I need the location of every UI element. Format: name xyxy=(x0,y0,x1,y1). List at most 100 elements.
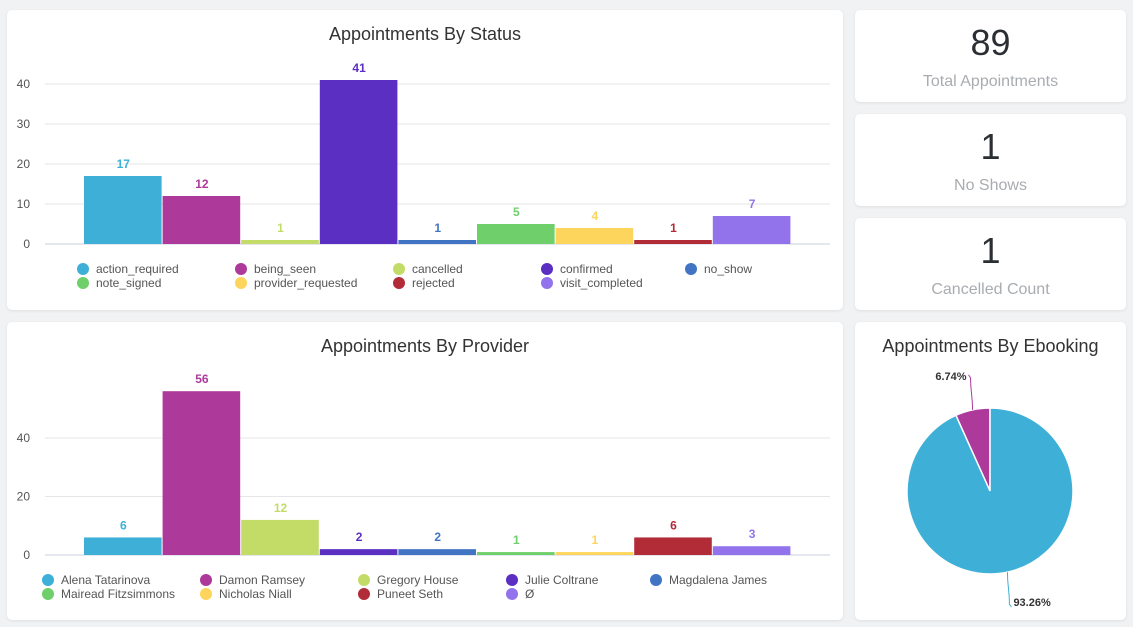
legend-swatch-icon xyxy=(358,574,370,586)
legend-label: Alena Tatarinova xyxy=(61,573,151,587)
pie-slice-label: 93.26% xyxy=(1013,597,1051,609)
provider-chart-card: Appointments By Provider xyxy=(7,322,843,620)
kpi-value: 1 xyxy=(980,230,1001,271)
bar-puneet-seth[interactable] xyxy=(634,537,712,555)
bar-value-label: 1 xyxy=(434,221,441,235)
legend-item[interactable]: Nicholas Niall xyxy=(200,587,292,601)
bar-action-required[interactable] xyxy=(84,176,162,244)
legend-item[interactable]: provider_requested xyxy=(235,276,357,290)
legend-label: Magdalena James xyxy=(669,573,768,587)
legend-item[interactable]: visit_completed xyxy=(541,276,643,290)
legend-label: Ø xyxy=(525,587,535,601)
bar-value-label: 41 xyxy=(352,61,366,75)
bar-cancelled[interactable] xyxy=(241,240,319,244)
legend-label: Puneet Seth xyxy=(377,587,444,601)
legend-item[interactable]: Mairead Fitzsimmons xyxy=(42,587,175,601)
y-tick-label: 20 xyxy=(17,490,31,504)
legend-label: no_show xyxy=(704,262,753,276)
legend-swatch-icon xyxy=(200,574,212,586)
y-tick-label: 20 xyxy=(17,157,31,171)
bar-rejected[interactable] xyxy=(634,240,712,244)
legend-item[interactable]: no_show xyxy=(685,262,752,276)
bar-alena-tatarinova[interactable] xyxy=(84,537,162,555)
legend-swatch-icon xyxy=(77,263,89,275)
kpi-value: 89 xyxy=(970,22,1011,63)
bar-value-label: 6 xyxy=(120,518,127,532)
bar-value-label: 1 xyxy=(513,533,520,547)
legend-item[interactable]: Gregory House xyxy=(358,573,458,587)
legend-swatch-icon xyxy=(235,277,247,289)
legend-label: provider_requested xyxy=(254,276,358,290)
bar-value-label: 5 xyxy=(513,205,520,219)
legend-label: note_signed xyxy=(96,276,162,290)
status-chart-title: Appointments By Status xyxy=(328,24,522,44)
provider-chart-title: Appointments By Provider xyxy=(320,336,530,356)
kpi-no-shows: 1 No Shows xyxy=(855,114,1126,206)
pie-leader-line xyxy=(968,374,974,410)
legend-swatch-icon xyxy=(650,574,662,586)
legend-label: Julie Coltrane xyxy=(525,573,599,587)
bar--[interactable] xyxy=(712,546,791,555)
y-tick-label: 30 xyxy=(17,117,31,131)
legend-item[interactable]: confirmed xyxy=(541,262,613,276)
bar-note-signed[interactable] xyxy=(477,224,555,244)
bar-value-label: 4 xyxy=(592,209,599,223)
bar-value-label: 12 xyxy=(274,501,288,515)
bar-visit-completed[interactable] xyxy=(712,216,791,244)
bar-value-label: 7 xyxy=(749,197,756,211)
legend-item[interactable]: Damon Ramsey xyxy=(200,573,305,587)
kpi-total-appointments: 89 Total Appointments xyxy=(855,10,1126,102)
bar-value-label: 1 xyxy=(277,221,284,235)
legend-label: Damon Ramsey xyxy=(219,573,306,587)
legend-label: Nicholas Niall xyxy=(219,587,292,601)
bar-no-show[interactable] xyxy=(398,240,476,244)
bar-value-label: 1 xyxy=(670,221,677,235)
legend-swatch-icon xyxy=(42,574,54,586)
legend-label: rejected xyxy=(412,276,455,290)
legend-item[interactable]: cancelled xyxy=(393,262,463,276)
legend-item[interactable]: Puneet Seth xyxy=(358,587,443,601)
bar-value-label: 3 xyxy=(749,527,756,541)
legend-item[interactable]: Ø xyxy=(506,587,534,601)
legend-item[interactable]: note_signed xyxy=(77,276,161,290)
bar-magdalena-james[interactable] xyxy=(398,549,476,555)
provider-bar-chart: 0 20 40 6 56 12 2 2 1 1 6 3 xyxy=(17,372,830,562)
legend-swatch-icon xyxy=(506,574,518,586)
pie-slice[interactable] xyxy=(906,407,1074,575)
legend-label: being_seen xyxy=(254,262,317,276)
legend-swatch-icon xyxy=(685,263,697,275)
legend-swatch-icon xyxy=(506,588,518,600)
y-tick-label: 0 xyxy=(23,548,30,562)
y-tick-label: 10 xyxy=(17,197,31,211)
bar-value-label: 2 xyxy=(434,530,441,544)
bar-value-label: 6 xyxy=(670,518,677,532)
legend-item[interactable]: rejected xyxy=(393,276,455,290)
legend-label: Gregory House xyxy=(377,573,459,587)
legend-label: visit_completed xyxy=(560,276,643,290)
bar-mairead-fitzsimmons[interactable] xyxy=(477,552,555,555)
legend-swatch-icon xyxy=(42,588,54,600)
legend-item[interactable]: being_seen xyxy=(235,262,316,276)
bar-damon-ramsey[interactable] xyxy=(162,391,241,555)
legend-swatch-icon xyxy=(235,263,247,275)
legend-item[interactable]: Magdalena James xyxy=(650,573,767,587)
legend-label: confirmed xyxy=(560,262,613,276)
bar-nicholas-niall[interactable] xyxy=(555,552,634,555)
legend-item[interactable]: action_required xyxy=(77,262,179,276)
y-tick-label: 40 xyxy=(17,77,31,91)
kpi-value: 1 xyxy=(980,126,1001,167)
kpi-cancelled-count: 1 Cancelled Count xyxy=(855,218,1126,310)
bar-provider-requested[interactable] xyxy=(555,228,634,244)
ebooking-pie-chart: 6.74% 93.26% xyxy=(906,371,1074,609)
legend-item[interactable]: Alena Tatarinova xyxy=(42,573,150,587)
legend-swatch-icon xyxy=(77,277,89,289)
legend-item[interactable]: Julie Coltrane xyxy=(506,573,598,587)
bar-being-seen[interactable] xyxy=(162,196,241,244)
kpi-label: No Shows xyxy=(954,177,1027,194)
bar-julie-coltrane[interactable] xyxy=(319,549,398,555)
bar-confirmed[interactable] xyxy=(319,80,398,244)
legend-label: cancelled xyxy=(412,262,463,276)
bar-gregory-house[interactable] xyxy=(241,519,319,555)
y-tick-label: 0 xyxy=(23,237,30,251)
